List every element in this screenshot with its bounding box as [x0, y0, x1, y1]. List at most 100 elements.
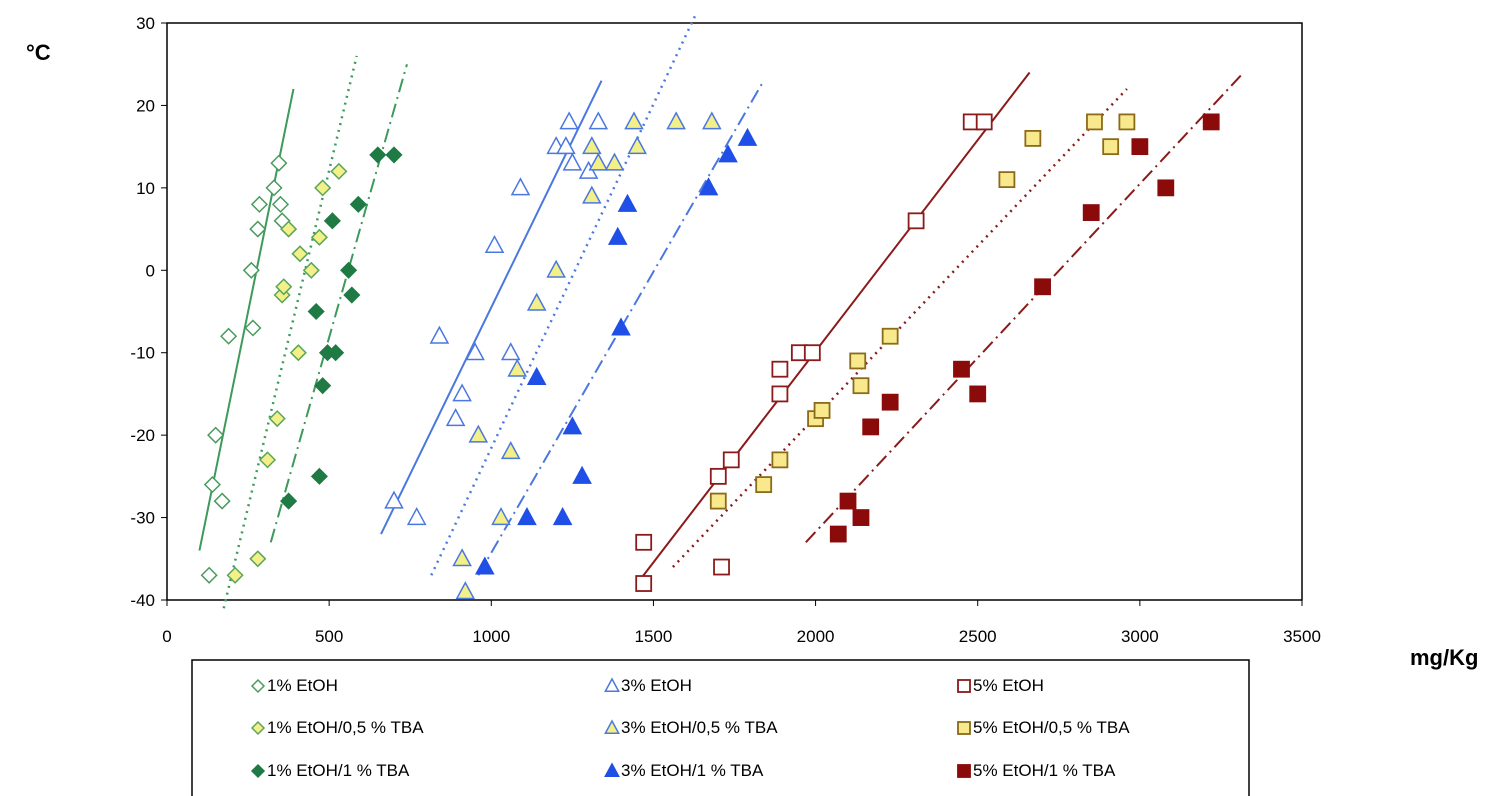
data-point: [998, 171, 1016, 189]
data-point: [813, 402, 831, 419]
legend-label: 3% EtOH/1 % TBA: [621, 761, 764, 780]
data-point: [582, 185, 602, 204]
data-point: [220, 327, 238, 345]
data-point: [1102, 138, 1120, 156]
fit-line: [671, 88, 1128, 568]
data-point: [709, 492, 727, 510]
data-point: [526, 292, 547, 311]
x-tick-label: 3000: [1121, 627, 1159, 646]
data-point: [275, 278, 293, 296]
data-point: [635, 533, 653, 551]
data-point: [709, 467, 727, 485]
data-point: [526, 366, 547, 385]
data-point: [280, 220, 298, 238]
data-point: [552, 506, 573, 526]
x-tick-label: 0: [162, 627, 171, 646]
data-point: [588, 152, 609, 171]
data-point: [452, 548, 472, 567]
data-point: [829, 525, 847, 543]
x-axis-label: mg/Kg: [1410, 645, 1479, 670]
data-point: [1034, 278, 1051, 296]
data-point: [1082, 204, 1100, 221]
data-point: [203, 476, 221, 494]
legend-marker: [250, 678, 266, 694]
legend-marker: [604, 677, 620, 692]
data-point: [280, 492, 298, 510]
legend-label: 5% EtOH: [973, 676, 1044, 695]
fit-line: [477, 80, 765, 576]
legend-marker: [250, 720, 266, 736]
data-point: [771, 360, 789, 378]
plot-area: [166, 22, 1303, 601]
data-point: [474, 556, 495, 575]
legend-marker: [604, 719, 620, 734]
data-point: [969, 385, 987, 403]
data-point: [250, 195, 268, 213]
x-tick-label: 2500: [959, 627, 997, 646]
data-point: [611, 317, 631, 336]
data-point: [839, 492, 857, 510]
data-point: [559, 111, 579, 130]
legend-marker: [250, 763, 266, 779]
data-point: [852, 509, 870, 526]
data-point: [771, 385, 789, 403]
legend-marker: [957, 679, 971, 693]
legend-label: 3% EtOH/0,5 % TBA: [621, 718, 778, 737]
legend-label: 5% EtOH/0,5 % TBA: [973, 718, 1130, 737]
data-point: [249, 550, 267, 568]
data-point: [445, 408, 466, 427]
data-point: [384, 490, 404, 509]
data-point: [258, 451, 277, 469]
legend-label: 3% EtOH: [621, 676, 692, 695]
data-point: [310, 467, 328, 485]
data-point: [771, 451, 789, 469]
y-tick-label: -10: [130, 344, 155, 363]
data-point: [582, 136, 602, 155]
x-tick-label: 1500: [635, 627, 673, 646]
data-point: [604, 152, 625, 171]
data-point: [455, 581, 476, 600]
data-point: [429, 325, 450, 344]
legend-label: 5% EtOH/1 % TBA: [973, 761, 1116, 780]
y-tick-label: 10: [136, 179, 155, 198]
y-tick-label: 30: [136, 14, 155, 33]
legend: 1% EtOH 1% EtOH/0,5 % TBA 1% EtOH/1 % TBA 3…: [191, 659, 1250, 796]
data-point: [271, 195, 290, 213]
data-point: [302, 261, 320, 279]
data-point: [624, 111, 644, 130]
data-point: [385, 146, 403, 164]
data-point: [1202, 113, 1220, 131]
y-tick-label: 0: [146, 261, 155, 280]
data-point: [484, 234, 505, 254]
data-point: [226, 566, 244, 584]
legend-label: 1% EtOH/1 % TBA: [267, 761, 410, 780]
fit-line: [380, 80, 603, 535]
data-point: [737, 127, 758, 146]
data-point: [617, 193, 638, 212]
data-point: [452, 383, 472, 402]
legend-marker: [957, 721, 971, 735]
y-tick-label: -20: [130, 426, 155, 445]
data-point: [213, 492, 231, 510]
x-tick-label: 2000: [797, 627, 835, 646]
data-point: [265, 179, 283, 197]
data-point: [289, 344, 307, 362]
legend-marker: [957, 764, 971, 778]
data-point: [713, 558, 730, 576]
data-point: [556, 136, 576, 155]
y-tick-label: -40: [130, 591, 155, 610]
data-point: [1024, 129, 1042, 147]
data-point: [572, 465, 592, 484]
data-point: [975, 113, 993, 131]
x-tick-label: 1000: [472, 627, 510, 646]
legend-label: 1% EtOH/0,5 % TBA: [267, 718, 424, 737]
data-point: [546, 259, 566, 278]
data-point: [244, 319, 262, 337]
data-point: [340, 261, 358, 279]
y-tick-label: 20: [136, 96, 155, 115]
data-point: [310, 228, 328, 246]
fit-line: [805, 71, 1245, 543]
y-axis-label: °C: [26, 40, 51, 65]
data-point: [517, 506, 537, 526]
